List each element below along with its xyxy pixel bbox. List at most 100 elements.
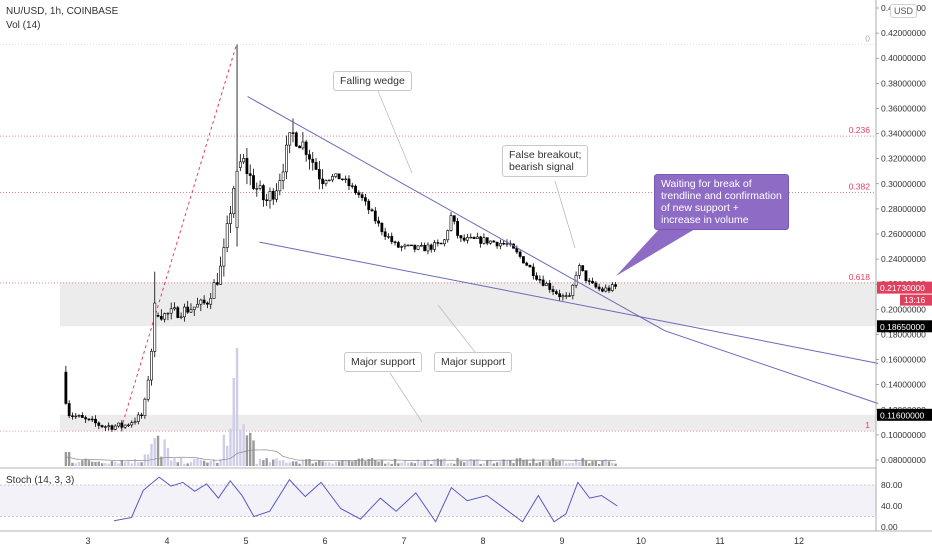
candle-body — [222, 247, 226, 267]
candle-body — [103, 426, 107, 428]
candle-body — [271, 190, 275, 200]
volume-bar — [71, 462, 74, 466]
volume-bar — [150, 443, 153, 466]
volume-bar — [525, 459, 528, 466]
candle-body — [413, 244, 417, 250]
candle-body — [90, 418, 94, 421]
candle-body — [298, 145, 301, 149]
candle-body — [245, 158, 249, 174]
volume-bar — [367, 459, 370, 466]
volume-bar — [97, 461, 100, 466]
candle-body — [100, 425, 104, 428]
volume-bar — [607, 461, 611, 466]
volume-bar — [571, 462, 574, 466]
volume-bar — [77, 461, 81, 466]
stoch-line — [113, 476, 618, 523]
callout-pointer — [554, 180, 576, 249]
volume-bar — [160, 456, 163, 466]
candle-body — [324, 180, 328, 185]
currency-badge[interactable]: USD — [890, 4, 918, 18]
support-zone — [60, 414, 876, 432]
annotation-false-breakout[interactable]: False breakout; bearish signal — [502, 145, 589, 178]
countdown-text: 13:16 — [904, 295, 926, 305]
volume-bar — [344, 460, 347, 466]
volume-bar — [295, 461, 298, 466]
time-tick-label: 4 — [164, 536, 169, 546]
volume-bar — [140, 462, 143, 466]
annotation-major-support-2[interactable]: Major support — [434, 352, 513, 373]
candle-body — [554, 291, 558, 294]
volume-bar — [541, 459, 545, 466]
volume-bar — [522, 460, 525, 466]
candle-body — [232, 188, 236, 215]
candle-body — [156, 315, 160, 317]
candle-body — [604, 287, 608, 292]
volume-bar — [466, 460, 469, 466]
candle-body — [94, 418, 97, 424]
candle-body — [242, 158, 246, 163]
candle-body — [531, 266, 535, 277]
callout-pointer — [377, 90, 413, 174]
volume-bar — [449, 462, 453, 466]
annotation-falling-wedge[interactable]: Falling wedge — [333, 71, 412, 92]
candle-body — [577, 265, 581, 276]
volume-bar — [193, 458, 196, 466]
candle-body — [229, 213, 232, 224]
callout-pointer — [389, 372, 423, 423]
candle-body — [426, 244, 430, 252]
candle-body — [482, 237, 486, 244]
volume-bar — [324, 462, 328, 466]
candle-series — [64, 44, 617, 432]
volume-bar — [512, 463, 515, 466]
candle-body — [219, 265, 222, 285]
volume-bar — [430, 463, 433, 466]
candle-body — [498, 242, 502, 247]
candle-body — [67, 403, 71, 417]
candle-body — [551, 289, 555, 292]
volume-bar — [222, 434, 226, 466]
candle-body — [597, 286, 601, 290]
volume-bar — [278, 460, 282, 466]
volume-bar — [235, 348, 239, 466]
candle-body — [449, 215, 453, 231]
callout-pointer — [437, 304, 476, 353]
candle-body — [561, 295, 565, 298]
wedge-lower-trendline — [259, 241, 879, 364]
candle-body — [479, 236, 483, 244]
volume-bar — [588, 463, 591, 466]
volume-bar — [472, 459, 476, 466]
volume-bar — [453, 463, 456, 466]
candle-body — [505, 243, 509, 245]
time-tick-label: 9 — [559, 536, 564, 546]
volume-bar — [94, 461, 97, 466]
volume-bar — [252, 440, 255, 466]
volume-bar — [403, 460, 407, 466]
annotation-waiting-breakout[interactable]: Waiting for break of trendline and confi… — [654, 174, 789, 231]
volume-bar — [347, 460, 351, 466]
volume-bar — [64, 452, 68, 466]
candle-body — [225, 223, 229, 248]
volume-bar — [186, 463, 189, 466]
volume-bar — [538, 461, 542, 466]
candle-body — [367, 200, 371, 211]
volume-bar — [196, 458, 199, 466]
volume-bar — [183, 463, 186, 466]
annotation-major-support-1[interactable]: Major support — [344, 352, 423, 373]
volume-bar — [387, 462, 390, 466]
candle-body — [416, 245, 420, 250]
volume-bar — [614, 463, 617, 466]
price-tick-label: 0.18000000 — [881, 329, 926, 339]
time-tick-label: 10 — [636, 536, 646, 546]
price-label-box — [877, 281, 932, 294]
candle-body — [403, 244, 407, 247]
volume-bar — [212, 459, 216, 466]
volume-bar — [439, 459, 443, 466]
candle-body — [584, 270, 588, 281]
candle-body — [275, 190, 278, 200]
volume-bar — [360, 458, 364, 466]
candle-body — [581, 265, 585, 271]
candle-body — [475, 236, 479, 239]
volume-bar — [130, 463, 133, 466]
candle-body — [400, 246, 404, 248]
